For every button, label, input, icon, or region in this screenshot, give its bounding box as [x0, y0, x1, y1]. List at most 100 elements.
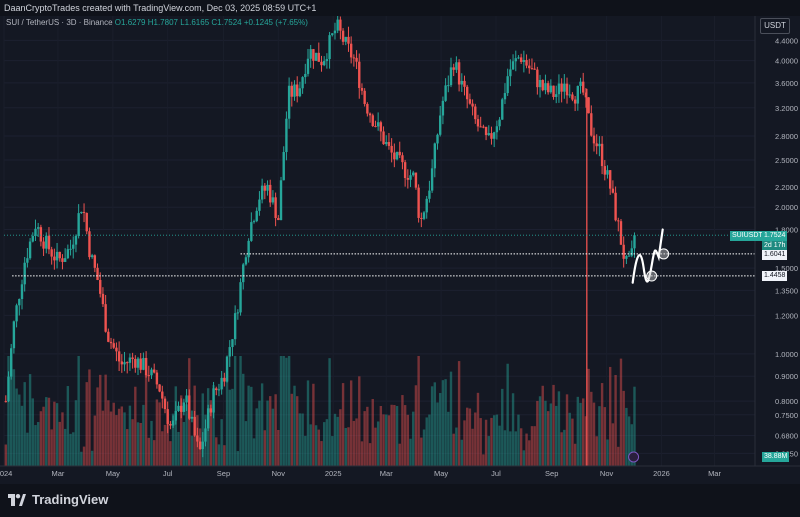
candle-body	[484, 126, 488, 136]
candle-body	[528, 65, 531, 69]
y-tick-label: 3.6000	[775, 79, 798, 88]
candle-body	[587, 97, 590, 114]
candle-body	[339, 19, 342, 31]
volume-bar	[622, 390, 625, 466]
candle-body	[260, 185, 264, 200]
candle-body	[552, 85, 555, 98]
volume-bar	[376, 421, 380, 466]
level-breakout-marker	[658, 248, 670, 260]
volume-bar	[250, 386, 253, 466]
volume-bar	[460, 439, 463, 466]
candle-body	[471, 103, 474, 107]
price-axis[interactable]: 4.4000 4.0000 3.6000 3.2000 2.8000 2.5000 2.20…	[754, 16, 798, 466]
candle-body	[34, 228, 37, 236]
candle-body	[322, 61, 326, 66]
volume-bar	[12, 369, 16, 466]
candle-body	[584, 92, 588, 98]
volume-bar	[495, 414, 499, 466]
volume-bar	[47, 397, 51, 466]
volume-bar	[449, 371, 453, 466]
candle-body	[360, 87, 364, 91]
candle-body	[36, 227, 40, 229]
volume-bar	[134, 386, 137, 466]
volume-bar	[474, 412, 477, 466]
volume-bar	[463, 420, 466, 466]
candle-body	[63, 258, 67, 262]
price-chart[interactable]: 4.4000 4.0000 3.6000 3.2000 2.8000 2.5000 2.20…	[0, 0, 800, 484]
candle-body	[382, 131, 385, 145]
high-value: H1.7807	[147, 18, 178, 27]
candle-body	[250, 222, 253, 241]
volume-bar	[220, 419, 223, 466]
candle-body	[242, 264, 245, 283]
volume-bar	[209, 400, 213, 466]
candle-body	[328, 35, 331, 60]
candle-body	[301, 77, 304, 89]
volume-bar	[179, 395, 183, 466]
time-axis[interactable]: 2024 Mar May Jul Sep Nov 2025 Mar May Jul Sep Nov 20…	[0, 465, 800, 478]
candle-body	[600, 143, 604, 167]
candle-body	[107, 331, 110, 342]
volume-bar	[212, 385, 215, 466]
candle-body	[333, 30, 337, 34]
tradingview-logo[interactable]: TradingView	[8, 492, 108, 507]
volume-bar	[96, 387, 99, 466]
candle-body	[193, 416, 196, 436]
candle-body	[571, 94, 574, 100]
candle-body	[452, 67, 455, 70]
candle-body	[255, 210, 258, 222]
volume-bar	[177, 431, 180, 466]
currency-button[interactable]: USDT	[760, 18, 790, 34]
candle-body	[511, 61, 515, 70]
candle-body	[592, 135, 596, 144]
candle-body	[244, 257, 248, 265]
volume-bar	[571, 418, 574, 466]
volume-bar	[115, 415, 118, 466]
symbol-badge: SUIUSDT	[730, 231, 765, 241]
x-tick-label: Mar	[380, 469, 393, 478]
candle-body	[247, 240, 250, 258]
candle-body	[204, 428, 207, 442]
x-tick-label: Sep	[545, 469, 558, 478]
volume-bar	[541, 385, 544, 466]
candle-body	[457, 62, 461, 85]
volume-bar	[279, 356, 283, 466]
candle-body	[53, 256, 56, 261]
candle-body	[428, 190, 431, 199]
candle-body	[223, 377, 226, 382]
volume-bar	[55, 403, 59, 466]
candle-body	[217, 389, 221, 391]
candle-body	[463, 80, 466, 87]
candle-body	[306, 58, 310, 74]
volume-bar	[568, 412, 571, 466]
candle-body	[225, 356, 229, 382]
candle-body	[212, 388, 215, 413]
volume-bar	[228, 389, 231, 466]
candle-body	[266, 184, 269, 191]
candle-body	[449, 67, 453, 86]
support-levels	[4, 234, 755, 277]
volume-bar	[584, 416, 588, 466]
volume-bar	[595, 436, 598, 466]
candle-body	[595, 143, 598, 147]
candle-body	[579, 81, 582, 86]
volume-bar	[360, 441, 364, 466]
y-tick-label: 0.9000	[775, 372, 798, 381]
volume-bar	[582, 398, 585, 466]
candle-body	[161, 391, 164, 399]
volume-bar	[331, 436, 334, 466]
volume-bar	[9, 356, 13, 466]
x-tick-label: Nov	[600, 469, 614, 478]
volume-bar	[236, 451, 240, 466]
candle-body	[530, 68, 534, 70]
volume-bar	[4, 444, 7, 466]
open-value: O1.6279	[114, 18, 146, 27]
candle-body	[139, 358, 142, 370]
candle-body	[304, 73, 307, 78]
candle-body	[565, 83, 569, 96]
candle-body	[557, 83, 561, 95]
candle-body	[420, 217, 423, 219]
volume-bar	[153, 440, 156, 466]
volume-bar	[501, 388, 504, 466]
volume-bar	[50, 429, 53, 466]
